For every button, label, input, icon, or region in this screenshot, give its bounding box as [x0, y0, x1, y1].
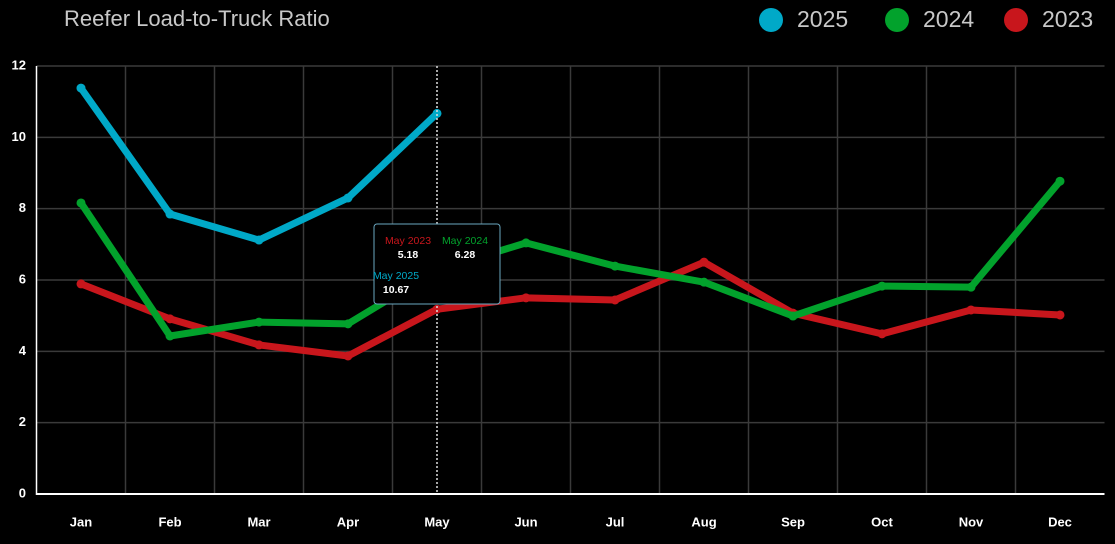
legend: 2025 2024 2023	[759, 6, 1093, 32]
y-tick-label: 2	[19, 414, 26, 429]
legend-label: 2025	[797, 6, 848, 32]
y-tick-label: 6	[19, 271, 26, 286]
grid: 0 2 4 6 8 10 12 Jan Feb Mar Apr May Jun Jul Aug Sep Oct N…	[12, 57, 1105, 529]
legend-swatch	[885, 8, 909, 32]
x-tick-label: Jan	[70, 514, 92, 529]
data-point	[788, 311, 798, 321]
x-tick-label: May	[424, 514, 450, 529]
y-tick-label: 12	[12, 57, 26, 72]
x-tick-label: Apr	[337, 514, 359, 529]
data-point	[76, 83, 86, 93]
y-tick-label: 0	[19, 485, 26, 500]
data-point	[343, 351, 353, 361]
data-point	[254, 235, 264, 245]
tooltip-label: May 2024	[442, 235, 488, 247]
data-point	[877, 281, 887, 291]
tooltip-label: May 2023	[385, 235, 431, 247]
x-tick-label: Jul	[606, 514, 625, 529]
tooltip-value: 6.28	[455, 249, 476, 261]
x-tick-label: Feb	[158, 514, 181, 529]
data-point	[521, 238, 531, 248]
data-point	[76, 279, 86, 289]
legend-swatch	[759, 8, 783, 32]
data-point	[521, 293, 531, 303]
data-point	[1055, 310, 1065, 320]
data-point	[966, 305, 976, 315]
series-line	[78, 178, 1063, 340]
legend-label: 2023	[1042, 6, 1093, 32]
data-point	[343, 193, 353, 203]
data-point	[966, 282, 976, 292]
tooltip-box	[373, 223, 501, 305]
data-point	[1055, 176, 1065, 186]
x-tick-label: Oct	[871, 514, 893, 529]
legend-label: 2024	[923, 6, 974, 32]
y-tick-label: 4	[19, 343, 27, 358]
tooltip: May 2025 10.67 May 2024 6.28 May 2023 5.18	[373, 66, 501, 494]
data-point	[343, 319, 353, 329]
y-tick-label: 10	[12, 129, 26, 144]
chart-title: Reefer Load-to-Truck Ratio	[64, 6, 330, 31]
x-tick-label: Jun	[514, 514, 537, 529]
tooltip-value: 10.67	[383, 284, 409, 296]
data-point	[165, 209, 175, 219]
x-tick-label: Aug	[691, 514, 716, 529]
data-point	[699, 257, 709, 267]
y-tick-label: 8	[19, 200, 26, 215]
data-point	[877, 329, 887, 339]
series-line	[79, 258, 1061, 360]
x-tick-label: Mar	[247, 514, 270, 529]
legend-swatch	[1004, 8, 1028, 32]
x-tick-label: Nov	[959, 514, 984, 529]
data-point	[699, 277, 709, 287]
tooltip-value: 5.18	[398, 249, 419, 261]
data-point	[610, 261, 620, 271]
data-point	[165, 331, 175, 341]
data-point	[254, 317, 264, 327]
tooltip-label: May 2025	[373, 270, 419, 282]
data-point	[254, 340, 264, 350]
data-point	[76, 198, 86, 208]
x-tick-label: Dec	[1048, 514, 1072, 529]
data-point	[432, 108, 442, 118]
data-point	[165, 314, 175, 324]
data-point	[432, 304, 442, 314]
x-tick-label: Sep	[781, 514, 805, 529]
data-point	[610, 295, 620, 305]
